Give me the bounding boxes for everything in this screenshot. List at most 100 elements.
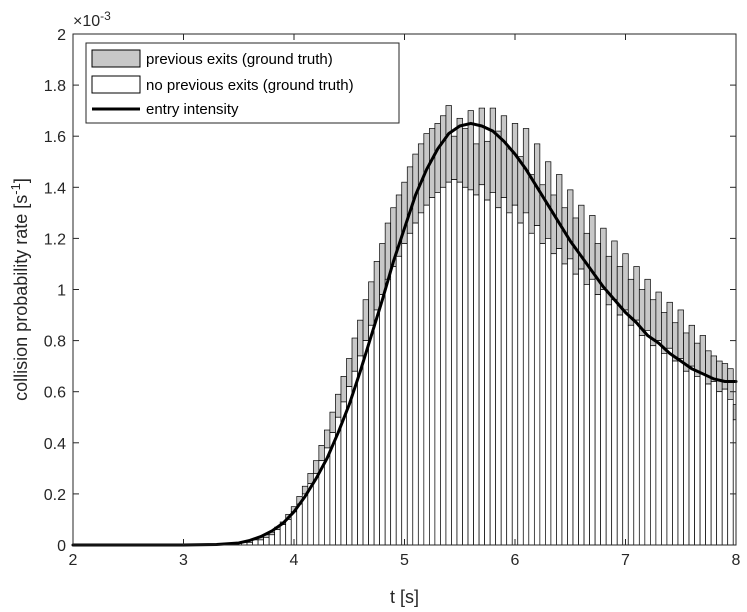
bar-no-previous-exits	[279, 524, 287, 546]
legend-label-no-previous-exits: no previous exits (ground truth)	[146, 77, 354, 94]
bar-no-previous-exits	[578, 268, 585, 546]
y-tick-label: 1.2	[44, 231, 66, 248]
bar-no-previous-exits	[616, 314, 624, 546]
bar-previous-exits	[567, 189, 574, 260]
bar-previous-exits	[705, 350, 712, 385]
bar-no-previous-exits	[710, 381, 718, 546]
y-axis-label-sup: -1	[8, 183, 23, 195]
bar-no-previous-exits	[522, 212, 530, 546]
bar-no-previous-exits	[556, 248, 563, 546]
legend-swatch-no-previous-exits	[91, 75, 141, 94]
bar-previous-exits	[440, 115, 447, 188]
bar-no-previous-exits	[589, 278, 596, 546]
bar-no-previous-exits	[633, 319, 640, 546]
bar-previous-exits	[511, 123, 519, 206]
x-tick-label: 8	[732, 552, 741, 569]
bar-previous-exits	[478, 107, 485, 186]
y-exponent-label: ×10-3	[73, 9, 111, 30]
bar-no-previous-exits	[390, 266, 397, 546]
y-tick-label: 1.6	[44, 129, 66, 146]
bar-no-previous-exits	[274, 529, 281, 546]
axes-layer	[72, 33, 737, 546]
entry-intensity-layer	[71, 121, 738, 547]
bar-previous-exits	[324, 429, 331, 449]
legend-label-entry-intensity: entry intensity	[146, 101, 239, 118]
bar-previous-exits	[500, 115, 508, 198]
bar-no-previous-exits	[489, 192, 497, 546]
bar-previous-exits	[655, 291, 662, 341]
bar-previous-exits	[666, 301, 673, 349]
bar-no-previous-exits	[600, 289, 607, 546]
bar-no-previous-exits	[550, 253, 557, 546]
bar-previous-exits	[451, 135, 458, 180]
legend-label-previous-exits: previous exits (ground truth)	[146, 51, 333, 68]
y-tick-label: 0.4	[44, 436, 66, 453]
bar-no-previous-exits	[694, 376, 701, 546]
x-tick-label: 4	[290, 552, 299, 569]
bar-no-previous-exits	[268, 534, 276, 546]
bar-no-previous-exits	[263, 536, 270, 546]
bar-no-previous-exits	[362, 340, 369, 546]
bar-previous-exits	[362, 299, 369, 341]
bar-previous-exits	[312, 460, 320, 474]
bar-previous-exits	[721, 363, 729, 390]
bar-previous-exits	[556, 174, 563, 249]
bar-no-previous-exits	[473, 194, 480, 546]
bar-previous-exits	[644, 278, 651, 331]
bar-no-previous-exits	[384, 278, 392, 546]
bar-previous-exits	[677, 309, 684, 359]
y-exponent-power: -3	[100, 9, 111, 23]
bar-previous-exits	[600, 227, 607, 290]
bar-no-previous-exits	[622, 309, 629, 546]
bar-no-previous-exits	[528, 232, 535, 546]
bar-no-previous-exits	[517, 222, 524, 546]
bar-no-previous-exits	[567, 258, 574, 546]
bar-previous-exits	[406, 166, 414, 234]
bar-no-previous-exits	[357, 355, 364, 546]
bar-previous-exits	[506, 148, 513, 214]
bar-no-previous-exits	[440, 186, 447, 546]
bar-previous-exits	[434, 123, 441, 193]
bar-no-previous-exits	[478, 184, 485, 546]
bar-previous-exits	[611, 240, 618, 301]
bar-no-previous-exits	[638, 335, 646, 546]
y-tick-label: 1.8	[44, 78, 66, 95]
legend-swatch-previous-exits	[91, 49, 141, 68]
bar-no-previous-exits	[500, 197, 508, 546]
bar-no-previous-exits	[467, 189, 474, 546]
bar-previous-exits	[473, 143, 480, 196]
bar-no-previous-exits	[395, 255, 403, 546]
y-axis-label-main: collision probability rate [s	[11, 195, 31, 401]
bar-no-previous-exits	[594, 294, 601, 546]
bar-no-previous-exits	[285, 519, 292, 546]
bar-no-previous-exits	[539, 243, 546, 546]
bar-no-previous-exits	[705, 383, 712, 546]
bar-previous-exits	[340, 376, 347, 403]
bar-previous-exits	[489, 107, 497, 193]
bar-previous-exits	[699, 335, 706, 375]
bar-no-previous-exits	[406, 232, 414, 546]
bar-previous-exits	[318, 445, 325, 462]
bar-no-previous-exits	[561, 263, 568, 546]
y-tick-label: 1	[57, 283, 66, 300]
bar-no-previous-exits	[412, 222, 419, 546]
bar-no-previous-exits	[727, 399, 734, 546]
bar-previous-exits	[351, 337, 358, 372]
bar-previous-exits	[727, 368, 734, 400]
bar-no-previous-exits	[583, 284, 590, 546]
bar-no-previous-exits	[495, 207, 502, 546]
bar-previous-exits	[335, 393, 342, 418]
bar-no-previous-exits	[401, 243, 408, 546]
bar-previous-exits	[357, 319, 364, 357]
bar-no-previous-exits	[456, 181, 463, 546]
bar-no-previous-exits	[605, 304, 613, 546]
entry-intensity-line	[71, 121, 738, 547]
x-tick-label: 3	[179, 552, 188, 569]
x-tick-label: 7	[621, 552, 630, 569]
bar-no-previous-exits	[417, 212, 425, 546]
bar-no-previous-exits	[434, 192, 441, 546]
bar-no-previous-exits	[572, 273, 579, 546]
bar-no-previous-exits	[545, 238, 552, 546]
bar-no-previous-exits	[423, 204, 430, 546]
